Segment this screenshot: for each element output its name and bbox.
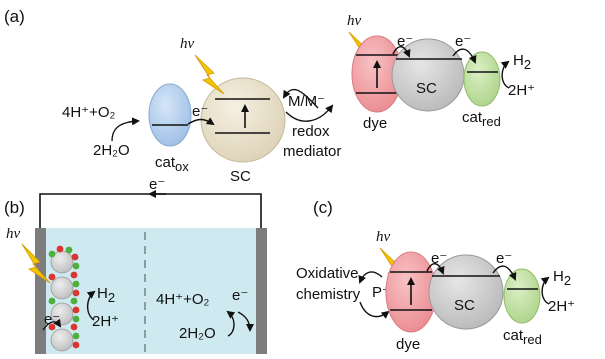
panel-b-label: (b) xyxy=(4,198,25,217)
panel-c-electron-dye: e⁻ xyxy=(431,250,447,267)
panel-c-h2: H2 xyxy=(553,268,571,288)
panel-b-h2: H2 xyxy=(97,285,115,305)
panel-a-electron-left: e⁻ xyxy=(192,103,208,120)
panel-a-water-arrow xyxy=(111,117,140,142)
panel-a-water-products: 4H⁺+O₂ xyxy=(62,104,116,121)
panel-b-water-arrow xyxy=(226,310,236,337)
panel-b-h2-arrow xyxy=(86,290,96,321)
panel-c-h2-arrow xyxy=(540,276,550,305)
panel-b-left-electrode xyxy=(35,228,46,354)
panel-b-right-electrode xyxy=(256,228,267,354)
panel-b-protons: 2H⁺ xyxy=(92,313,119,330)
panel-c-cat-red-label: catred xyxy=(503,327,542,347)
panel-a-cat-ox-label: catox xyxy=(155,154,189,174)
panel-c-sc xyxy=(428,254,504,330)
panel-a-electron-sc: e⁻ xyxy=(455,33,471,50)
panel-c-dye-label: dye xyxy=(396,336,420,353)
panel-a-mediator-line1: redox xyxy=(292,123,330,140)
panel-c-label: (c) xyxy=(313,198,333,217)
panel-a-mediator-pair: M/M⁻ xyxy=(288,93,325,110)
panel-c-hv: hv xyxy=(376,229,391,245)
panel-b-electron-right: e⁻ xyxy=(232,287,248,304)
panel-b-electron-right-arrow xyxy=(237,311,254,332)
panel-c-oxidative-line1: Oxidative xyxy=(296,265,359,282)
panel-b-circuit xyxy=(39,193,262,228)
panel-a-label: (a) xyxy=(4,7,25,26)
panel-a-dye-label: dye xyxy=(363,115,387,132)
panel-a-mediator-line2: mediator xyxy=(283,143,341,160)
panel-a-hv-right: hv xyxy=(347,13,362,29)
panel-c-cat-red xyxy=(503,268,541,324)
panel-a-dye-to-sc-arrow xyxy=(392,46,411,58)
panel-b-electrolyte xyxy=(46,228,256,354)
panel-a-sc-left xyxy=(200,77,286,163)
panel-c-protons: 2H⁺ xyxy=(548,298,575,315)
panel-a-protons: 2H⁺ xyxy=(508,82,535,99)
panel-c-electron-sc: e⁻ xyxy=(496,250,512,267)
panel-c-oxidative-line2: chemistry xyxy=(296,286,361,303)
panel-c-sc-to-cat-arrow xyxy=(492,265,517,281)
panel-b-electron-top: e⁻ xyxy=(149,176,165,193)
panel-c-dye-to-sc-arrow xyxy=(426,263,445,275)
panel-b-hv: hv xyxy=(6,226,21,242)
panel-a-electron-dye: e⁻ xyxy=(397,33,413,50)
panel-a-cat-ox xyxy=(148,83,192,147)
panel-a-cat-red xyxy=(463,51,501,107)
panel-b-water: 2H₂O xyxy=(179,325,216,342)
panel-b-water-products: 4H⁺+O₂ xyxy=(156,291,210,308)
panel-b-beads xyxy=(48,245,80,352)
panel-a-lightning-left-icon xyxy=(194,54,225,95)
panel-a-sc-left-label: SC xyxy=(230,168,251,185)
panel-a-mediator-arrow-top xyxy=(282,88,319,109)
panel-a-cat-red-label: catred xyxy=(462,109,501,129)
panel-c-sc-label: SC xyxy=(454,297,475,314)
panel-b-lightning-icon xyxy=(21,243,51,284)
panel-c-radical-arrow-bottom xyxy=(359,301,390,319)
panel-a-h2-arrow xyxy=(500,60,510,89)
panel-b-electron-left-arrow xyxy=(42,318,62,331)
panel-a-sc-to-cat-arrow xyxy=(452,48,477,64)
panel-a-h2: H2 xyxy=(513,52,531,72)
panel-a-hv-left: hv xyxy=(180,36,195,52)
panel-a-water: 2H₂O xyxy=(93,142,130,159)
panel-c-radical-arrow-top xyxy=(358,271,383,284)
panel-a-mediator-arrow-bottom xyxy=(285,104,334,122)
panel-a-electron-arrow-left xyxy=(187,117,215,126)
panel-a-sc-right-label: SC xyxy=(416,80,437,97)
